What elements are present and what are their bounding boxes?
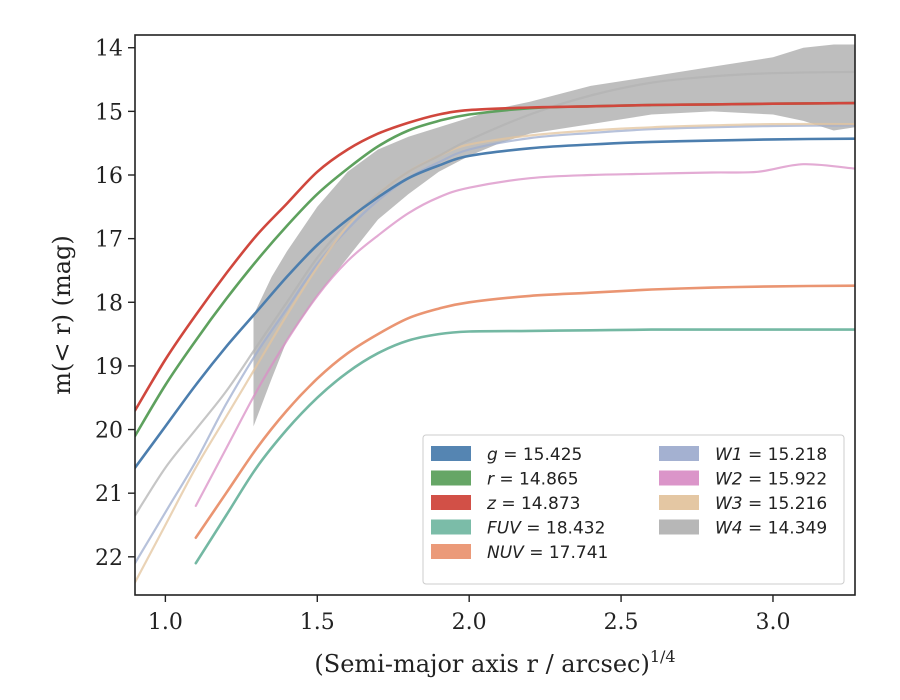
legend-swatch (431, 446, 471, 461)
legend-swatch (431, 470, 471, 486)
legend-band-name: NUV (487, 543, 525, 563)
legend-swatch (659, 495, 699, 510)
legend-band-value: = 14.873 (496, 494, 581, 514)
legend-label: W3 = 15.216 (715, 494, 827, 514)
legend-label: z = 14.873 (486, 494, 580, 514)
legend-band-name: g (487, 445, 498, 465)
legend-swatch (431, 495, 471, 510)
series-line (135, 137, 855, 469)
x-tick-label: 2.5 (604, 610, 639, 635)
y-axis: 14 15 16 17 18 19 20 21 22 (95, 37, 135, 571)
y-tick-label: 17 (95, 228, 123, 253)
y-tick-label: 19 (95, 355, 123, 380)
y-tick-label: 15 (95, 100, 123, 125)
legend-band-name: W1 (715, 445, 743, 465)
y-tick-label: 18 (95, 291, 123, 316)
x-tick-label: 1.5 (300, 610, 335, 635)
legend-band-value: = 14.349 (743, 519, 828, 539)
y-tick-label: 20 (95, 419, 123, 444)
uncertainty-bands (253, 44, 855, 427)
legend-label: NUV = 17.741 (487, 543, 608, 563)
legend-band-name: W4 (715, 519, 743, 539)
legend-label: FUV = 18.432 (487, 519, 605, 539)
legend-swatch (659, 519, 699, 535)
legend-band-name: r (487, 470, 495, 490)
x-tick-label: 3.0 (755, 610, 790, 635)
uncertainty-band (253, 44, 855, 427)
legend-band-value: = 14.865 (494, 470, 579, 490)
legend-swatch (659, 470, 699, 486)
legend-band-value: = 15.216 (743, 494, 828, 514)
legend-band-name: W3 (715, 494, 743, 514)
legend-swatch (431, 544, 471, 559)
x-axis-title: (Semi-major axis r / arcsec)1/4 (314, 647, 675, 678)
x-axis-title-main: (Semi-major axis r / arcsec) (314, 650, 649, 678)
legend-label: W4 = 14.349 (715, 519, 827, 539)
legend-band-value: = 15.218 (743, 445, 828, 465)
series-line (194, 163, 855, 507)
legend-swatch (431, 519, 471, 535)
legend-label: r = 14.865 (487, 470, 579, 490)
x-axis: 1.0 1.5 2.0 2.5 3.0 (148, 595, 790, 635)
legend-label: g = 15.425 (487, 445, 582, 465)
series-lines (135, 70, 855, 584)
y-tick-label: 21 (95, 482, 123, 507)
series-line (135, 70, 855, 517)
y-tick-label: 22 (95, 546, 123, 571)
legend-band-name: W2 (715, 470, 743, 490)
series-line (135, 101, 855, 412)
series-line (194, 328, 855, 565)
plot-frame (134, 34, 856, 596)
y-tick-label: 14 (95, 37, 123, 62)
legend-band-value: = 15.425 (498, 445, 583, 465)
x-axis-title-superscript: 1/4 (650, 647, 676, 666)
legend-band-name: FUV (487, 519, 522, 539)
y-axis-title: m(< r) (mag) (48, 235, 76, 394)
y-tick-label: 16 (95, 164, 123, 189)
legend-band-value: = 15.922 (743, 470, 828, 490)
legend-label: W2 = 15.922 (715, 470, 827, 490)
legend-label: W1 = 15.218 (715, 445, 827, 465)
legend-band-value: = 18.432 (521, 519, 606, 539)
legend-band-value: = 17.741 (524, 543, 609, 563)
x-tick-label: 2.0 (452, 610, 487, 635)
legend-band-name: z (486, 494, 497, 514)
legend-swatch (659, 446, 699, 461)
legend-frame (422, 434, 845, 585)
series-line (194, 284, 855, 539)
x-tick-label: 1.0 (148, 610, 183, 635)
